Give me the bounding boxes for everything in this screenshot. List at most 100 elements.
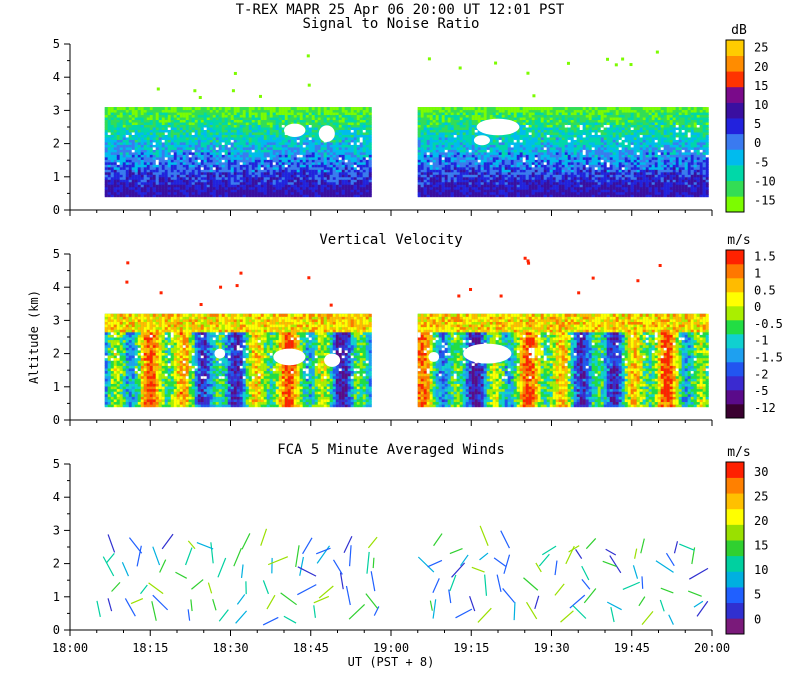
data-cell (561, 166, 565, 170)
data-cell (537, 141, 541, 145)
data-cell (347, 109, 351, 113)
data-cell (254, 154, 258, 158)
data-cell (296, 114, 300, 118)
data-cell (197, 164, 201, 168)
data-cell (134, 169, 138, 173)
data-cell (483, 156, 487, 160)
data-cell (471, 169, 475, 173)
data-cell (311, 191, 315, 195)
data-cell (143, 141, 147, 145)
data-cell (423, 136, 427, 140)
data-cell (438, 194, 442, 198)
data-cell (200, 134, 204, 138)
data-cell (299, 166, 303, 170)
data-cell (522, 184, 526, 188)
data-cell (338, 122, 342, 126)
data-cell (516, 169, 520, 173)
data-cell (194, 176, 198, 180)
data-cell (290, 171, 294, 175)
data-cell (459, 146, 463, 150)
data-cell (251, 136, 255, 140)
data-cell (501, 144, 505, 148)
data-cell (555, 139, 559, 143)
data-cell (480, 184, 484, 188)
data-cell (191, 149, 195, 153)
data-cell (296, 174, 300, 178)
data-cell (104, 109, 108, 113)
data-cell (203, 181, 207, 185)
data-cell (323, 191, 327, 195)
data-cell (561, 136, 565, 140)
data-cell (182, 164, 186, 168)
data-cell (128, 127, 132, 130)
data-cell (347, 189, 351, 193)
data-cell (116, 131, 120, 135)
data-cell (329, 151, 333, 155)
data-cell (462, 179, 466, 183)
data-cell (122, 112, 126, 116)
data-cell (561, 129, 565, 133)
data-cell (233, 144, 237, 148)
data-cell (206, 159, 210, 163)
data-cell (534, 136, 538, 140)
data-cell (233, 139, 237, 143)
data-cell (311, 174, 315, 178)
data-cell (146, 131, 150, 135)
data-cell (143, 131, 147, 135)
data-cell (498, 169, 502, 173)
data-cell (164, 169, 168, 173)
data-cell (182, 134, 186, 138)
data-cell (227, 176, 231, 180)
data-cell (239, 131, 243, 135)
data-cell (447, 189, 451, 193)
data-cell (450, 189, 454, 193)
data-cell (173, 164, 177, 168)
data-cell (221, 174, 225, 178)
data-cell (519, 109, 523, 113)
data-cell (266, 129, 270, 133)
data-cell (468, 107, 472, 111)
data-cell (161, 186, 165, 190)
data-cell (155, 176, 159, 180)
data-cell (242, 176, 246, 180)
data-cell (564, 179, 568, 183)
data-cell (281, 109, 285, 113)
data-cell (254, 131, 258, 135)
data-cell (137, 156, 141, 160)
data-cell (134, 149, 138, 153)
data-cell (119, 112, 123, 116)
data-cell (456, 141, 460, 145)
data-cell (215, 154, 219, 158)
data-cell (140, 139, 144, 143)
data-cell (531, 189, 535, 193)
data-cell (447, 164, 451, 168)
data-cell (290, 114, 294, 118)
data-cell (191, 154, 195, 158)
data-cell (119, 127, 123, 130)
data-cell (359, 107, 363, 111)
data-cell (161, 189, 165, 193)
data-cell (483, 181, 487, 185)
data-cell (459, 124, 463, 128)
data-cell (314, 141, 318, 145)
data-cell (284, 151, 288, 155)
data-cell (504, 181, 508, 185)
data-cell (540, 134, 544, 138)
data-cell (239, 136, 243, 140)
data-cell (131, 107, 135, 111)
data-cell (179, 127, 183, 130)
data-cell (152, 136, 156, 140)
data-cell (534, 194, 538, 198)
data-cell (317, 159, 321, 163)
data-cell (426, 127, 430, 130)
data-cell (203, 184, 207, 188)
data-cell (314, 161, 318, 165)
data-cell (173, 109, 177, 113)
data-cell (140, 156, 144, 160)
data-cell (308, 166, 312, 170)
data-cell (540, 154, 544, 158)
data-cell (468, 122, 472, 126)
data-cell (305, 156, 309, 160)
data-cell (158, 129, 162, 133)
data-cell (269, 112, 273, 116)
